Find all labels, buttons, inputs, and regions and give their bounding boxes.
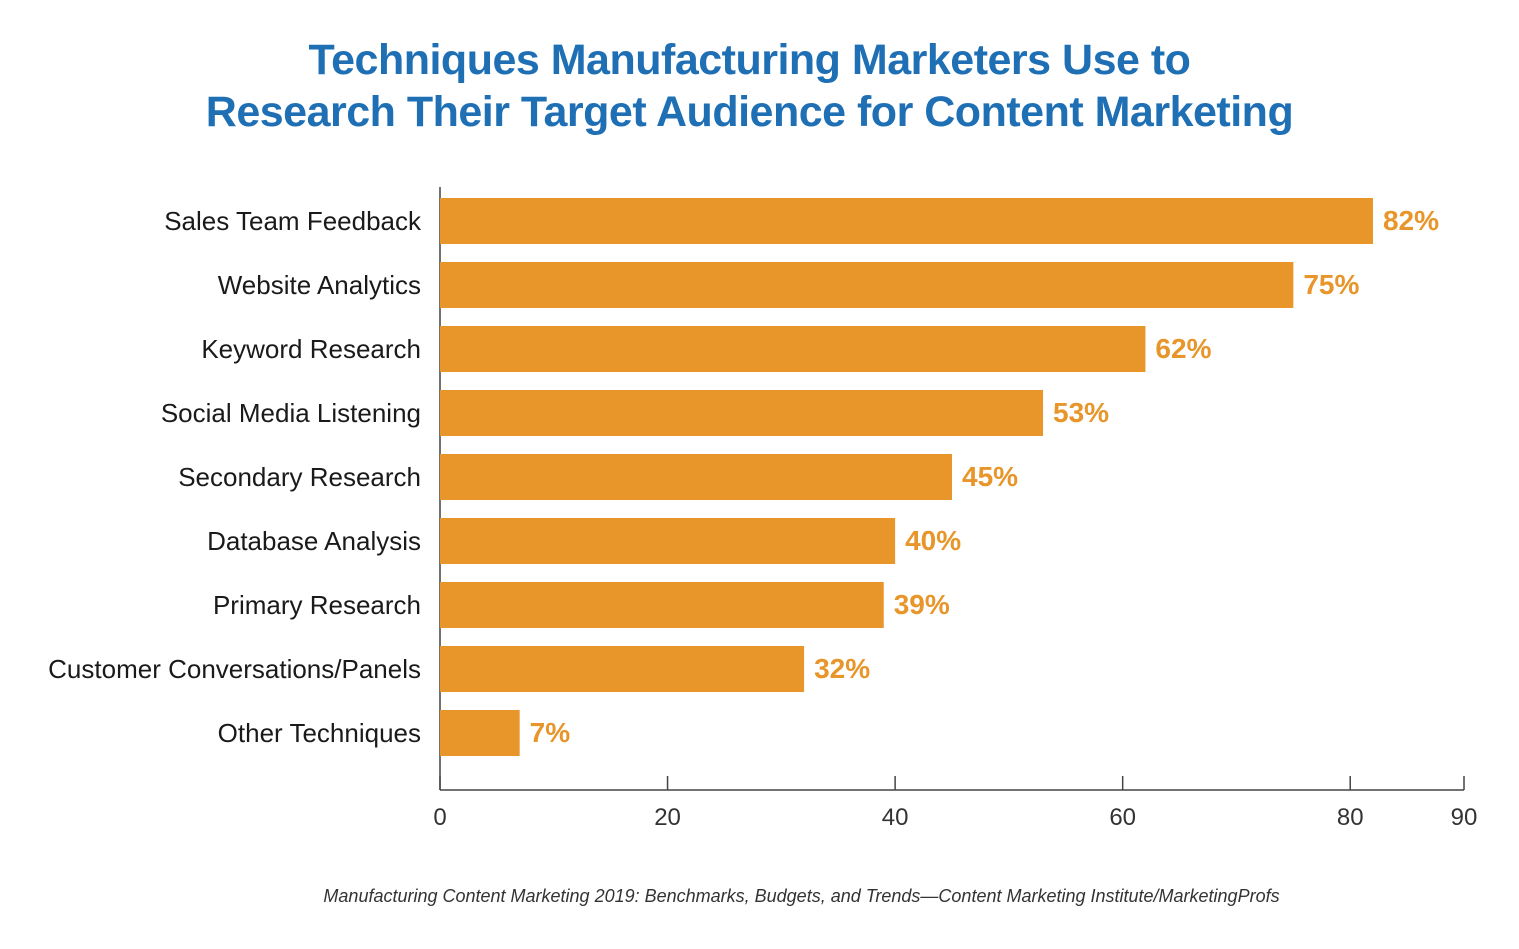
category-label: Website Analytics bbox=[218, 270, 421, 300]
value-label: 53% bbox=[1053, 397, 1109, 428]
value-label: 82% bbox=[1383, 205, 1439, 236]
chart-title-line-1: Techniques Manufacturing Marketers Use t… bbox=[308, 36, 1191, 84]
bar bbox=[440, 198, 1373, 244]
category-label: Keyword Research bbox=[201, 334, 421, 364]
bar bbox=[440, 326, 1146, 372]
category-label: Sales Team Feedback bbox=[164, 206, 422, 236]
value-label: 40% bbox=[905, 525, 961, 556]
x-tick-label: 0 bbox=[433, 804, 446, 831]
category-label: Primary Research bbox=[213, 590, 421, 620]
category-label: Social Media Listening bbox=[161, 398, 421, 428]
chart-title-line-2: Research Their Target Audience for Conte… bbox=[205, 88, 1294, 136]
value-label: 39% bbox=[894, 589, 950, 620]
bar bbox=[440, 390, 1044, 436]
x-tick-label: 90 bbox=[1451, 804, 1478, 831]
bar bbox=[440, 710, 520, 756]
value-label: 75% bbox=[1303, 269, 1359, 300]
bar bbox=[440, 646, 805, 692]
category-label: Database Analysis bbox=[207, 526, 421, 556]
value-label: 45% bbox=[962, 461, 1018, 492]
x-tick-label: 20 bbox=[654, 804, 681, 831]
bar bbox=[440, 454, 952, 500]
category-label: Secondary Research bbox=[178, 462, 421, 492]
bar bbox=[440, 582, 884, 628]
value-label: 32% bbox=[814, 653, 870, 684]
bar bbox=[440, 262, 1294, 308]
value-label: 7% bbox=[530, 717, 571, 748]
category-label: Customer Conversations/Panels bbox=[48, 654, 421, 684]
x-tick-label: 80 bbox=[1337, 804, 1364, 831]
value-label: 62% bbox=[1155, 333, 1211, 364]
chart-title: Techniques Manufacturing Marketers Use t… bbox=[0, 34, 1499, 138]
x-tick-label: 40 bbox=[882, 804, 909, 831]
bar bbox=[440, 518, 896, 564]
category-label: Other Techniques bbox=[218, 718, 421, 748]
x-tick-label: 60 bbox=[1109, 804, 1136, 831]
source-note: Manufacturing Content Marketing 2019: Be… bbox=[323, 886, 1280, 906]
